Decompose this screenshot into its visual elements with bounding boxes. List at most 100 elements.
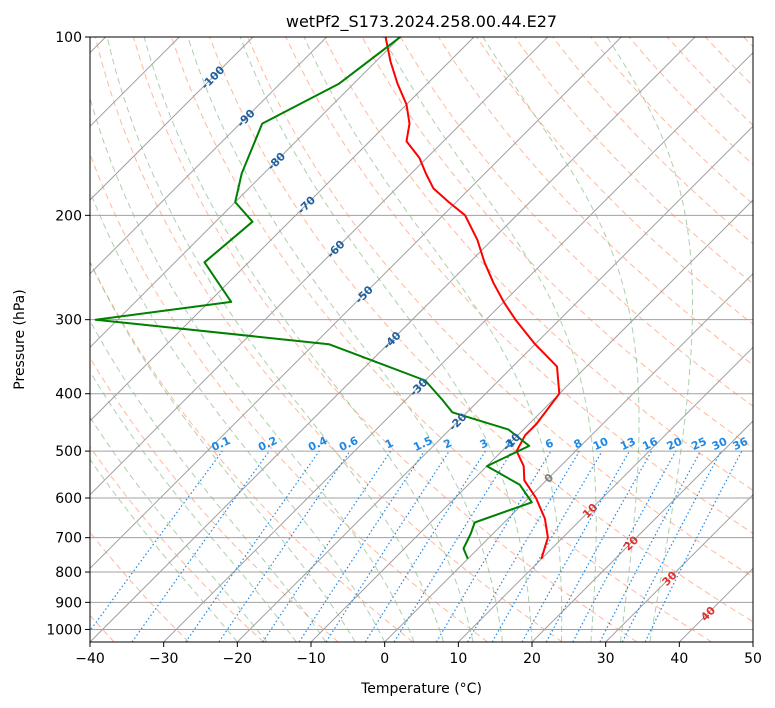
mixing-ratio-label: 2 xyxy=(442,436,454,451)
dry-adiabat xyxy=(743,37,753,48)
mixing-ratio-line xyxy=(325,450,450,642)
mixing-ratio-label: 25 xyxy=(689,435,708,453)
mixing-ratio-line xyxy=(521,450,631,642)
y-tick-label: 500 xyxy=(55,444,82,460)
y-tick-label: 800 xyxy=(55,565,82,581)
isotherm-line xyxy=(457,346,753,642)
y-tick-label: 700 xyxy=(55,531,82,547)
isotherm-line xyxy=(605,493,753,642)
moist-adiabat xyxy=(143,37,474,642)
mixing-ratio-label: 10 xyxy=(591,435,611,453)
x-tick-label: −10 xyxy=(296,651,326,667)
moist-adiabat xyxy=(106,37,445,642)
mixing-ratio-line xyxy=(185,450,320,642)
mixing-ratio-label: 13 xyxy=(618,435,637,453)
y-tick-label: 100 xyxy=(55,30,82,46)
mixing-ratio-line xyxy=(393,450,513,642)
dry-adiabat xyxy=(171,37,712,642)
x-tick-label: 10 xyxy=(449,651,467,667)
dry-adiabat xyxy=(90,531,190,642)
dry-adiabat xyxy=(590,37,753,205)
dry-adiabat-label: 40 xyxy=(698,604,718,624)
x-tick-label: 20 xyxy=(523,651,541,667)
y-tick-label: 600 xyxy=(55,491,82,507)
mixing-ratio-label: 20 xyxy=(665,435,685,453)
x-tick-label: 0 xyxy=(380,651,389,667)
mixing-ratio-line xyxy=(298,450,425,642)
y-tick-label: 400 xyxy=(55,387,82,403)
dry-adiabat xyxy=(132,37,638,642)
moist-adiabat xyxy=(90,416,268,642)
dry-adiabat xyxy=(90,356,339,642)
mixing-ratio-line xyxy=(218,450,351,642)
y-tick-label: 300 xyxy=(55,313,82,329)
mixing-ratio-line xyxy=(545,450,653,642)
isotherm-line xyxy=(90,37,549,496)
dry-adiabat xyxy=(247,37,753,578)
dry-adiabat-label: -90 xyxy=(234,107,257,130)
dry-adiabat-label: -70 xyxy=(295,193,318,216)
x-tick-label: 40 xyxy=(670,651,688,667)
moist-adiabat xyxy=(90,370,297,642)
mixing-ratio-label: 30 xyxy=(710,435,730,453)
x-axis-label: Temperature (°C) xyxy=(360,681,482,697)
dry-adiabat xyxy=(94,37,563,642)
x-tick-label: 50 xyxy=(744,651,762,667)
mixing-ratio-line xyxy=(131,450,270,642)
dry-adiabat-label: -50 xyxy=(353,283,376,306)
isotherm-line xyxy=(384,272,753,642)
dry-adiabat-label: -80 xyxy=(265,150,288,173)
axes: −40 −30 −20 −10 0 10 20 30 40 50 100 200 300 400 500 60… xyxy=(46,30,762,667)
mixing-ratio-label: 36 xyxy=(731,435,751,453)
dry-adiabat xyxy=(666,37,753,126)
mixing-ratio-label: 6 xyxy=(543,436,556,451)
isotherm-line xyxy=(90,37,328,275)
profile-lines xyxy=(94,37,561,560)
isotherm-line xyxy=(678,567,753,642)
mixing-ratio-line xyxy=(262,450,392,642)
chart-title: wetPf2_S173.2024.258.00.44.E27 xyxy=(286,12,557,32)
dewpoint-profile-line xyxy=(94,37,533,560)
dry-adiabat xyxy=(704,37,753,87)
isotherm-line xyxy=(90,37,401,349)
y-tick-label: 200 xyxy=(55,208,82,224)
dry-adiabat xyxy=(90,152,488,642)
x-tick-label: 30 xyxy=(597,651,615,667)
moist-adiabat xyxy=(90,189,386,642)
mixing-ratio-line xyxy=(572,450,677,642)
dry-adiabat-label: 10 xyxy=(580,501,600,521)
dry-adiabat xyxy=(90,260,414,642)
moist-adiabat xyxy=(303,37,563,642)
dry-adiabat xyxy=(90,446,264,642)
mixing-ratio-line xyxy=(364,450,486,642)
temperature-profile-line xyxy=(384,37,561,560)
moist-adiabat xyxy=(239,37,533,642)
dry-adiabat xyxy=(323,37,753,491)
isotherm-line xyxy=(90,37,696,642)
moist-adiabat xyxy=(90,458,238,642)
mixing-ratio-line xyxy=(90,450,223,632)
background-lines xyxy=(90,37,753,642)
mixing-ratio-line xyxy=(644,450,743,642)
dry-adiabat xyxy=(552,37,753,245)
dry-adiabat xyxy=(476,37,753,325)
dry-adiabat xyxy=(209,37,753,623)
isotherm-line xyxy=(90,37,475,422)
mixing-ratio-label: 16 xyxy=(640,435,660,453)
isotherm-line xyxy=(90,37,622,570)
moist-adiabat xyxy=(90,319,327,642)
moist-adiabat xyxy=(90,260,356,642)
moist-adiabat xyxy=(482,37,640,642)
mixing-ratio-line xyxy=(599,450,702,642)
isotherm-line xyxy=(310,199,753,642)
plot-frame xyxy=(89,36,754,643)
isotherm-line xyxy=(752,641,753,642)
isotherm-line xyxy=(236,125,753,642)
x-tick-label: −40 xyxy=(75,651,105,667)
dry-adiabat xyxy=(437,37,753,366)
isotherm-line xyxy=(163,51,753,642)
dry-adiabat xyxy=(285,37,753,535)
dry-adiabat xyxy=(514,37,753,285)
isotherm-line xyxy=(531,420,753,642)
